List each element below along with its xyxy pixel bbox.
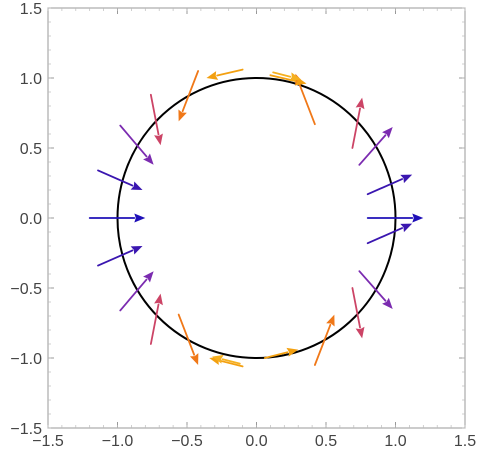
arrow-head <box>382 127 393 139</box>
arrow-head <box>400 174 413 184</box>
arrow-shaft <box>177 313 196 356</box>
arrow-head <box>134 213 146 223</box>
vector-arrow <box>366 174 413 196</box>
vector-arrows <box>88 68 424 368</box>
y-tick-label: 0.5 <box>20 141 42 158</box>
arrow-head <box>154 293 163 306</box>
arrow-shaft <box>263 351 289 359</box>
arrow-head <box>178 109 187 122</box>
y-tick-label: 1.5 <box>20 1 42 18</box>
y-tick-label: −1.0 <box>10 351 42 368</box>
circle-curve <box>116 77 397 359</box>
arrow-head <box>382 297 393 309</box>
arrow-head <box>212 354 224 364</box>
vector-arrow <box>212 354 241 365</box>
arrow-shaft <box>272 71 292 78</box>
x-tick-label: −1.5 <box>32 433 64 450</box>
vector-arrow <box>97 246 143 267</box>
arrow-shaft <box>216 68 244 77</box>
arrow-shaft <box>313 323 332 366</box>
vector-arrow <box>366 223 413 245</box>
arrow-shaft <box>219 359 244 368</box>
arrow-shaft <box>97 169 134 187</box>
arrow-shaft <box>351 287 361 329</box>
y-tick-label: −0.5 <box>10 281 42 298</box>
arrow-head <box>400 223 413 233</box>
arrow-shaft <box>351 107 361 149</box>
arrow-head <box>143 271 154 283</box>
vector-arrow <box>272 71 301 82</box>
arrow-shaft <box>97 249 134 267</box>
arrow-head <box>289 72 301 82</box>
x-tick-label: 1.5 <box>454 433 476 450</box>
arrow-head <box>143 153 154 165</box>
vector-arrow <box>119 271 154 312</box>
vector-arrow <box>358 127 393 166</box>
x-tick-label: 0.0 <box>245 433 267 450</box>
arrow-shaft <box>366 178 404 196</box>
arrow-head <box>326 314 335 327</box>
arrow-shaft <box>358 270 387 302</box>
vector-arrow <box>149 93 163 146</box>
vector-arrow <box>313 314 335 366</box>
arrow-shaft <box>119 278 148 312</box>
y-tick-label: 1.0 <box>20 71 42 88</box>
arrow-shaft <box>149 93 160 136</box>
arrow-shaft <box>358 134 387 166</box>
arrow-head <box>412 213 424 223</box>
vector-arrow <box>263 347 299 359</box>
arrow-shaft <box>366 227 404 245</box>
arrow-shaft <box>181 70 200 113</box>
arrow-head <box>130 181 143 190</box>
vector-arrow <box>206 68 244 80</box>
axis-tick-labels: −1.5 −1.0 −0.5 0.0 0.5 1.0 1.5 −1.5 −1.0 −0.5 0.0 0… <box>10 1 476 450</box>
y-tick-label: −1.5 <box>10 421 42 438</box>
vector-arrow <box>149 293 163 345</box>
x-tick-label: 1.0 <box>384 433 406 450</box>
vector-arrow <box>351 287 365 339</box>
axis-ticks <box>47 7 466 429</box>
arrow-shaft <box>221 358 241 365</box>
arrow-shaft <box>149 303 160 345</box>
arrow-head <box>355 326 365 339</box>
vector-arrow <box>119 124 154 165</box>
arrow-head <box>130 246 143 255</box>
vector-arrow <box>366 213 424 223</box>
arrow-shaft <box>119 124 148 158</box>
x-tick-label: −0.5 <box>171 433 203 450</box>
x-tick-label: 0.5 <box>315 433 337 450</box>
vector-arrow <box>97 169 143 190</box>
arrow-head <box>154 133 163 146</box>
arrow-head <box>286 347 299 357</box>
arrow-head <box>355 97 365 110</box>
vector-arrow <box>88 213 146 223</box>
arrow-head <box>189 353 199 365</box>
vector-arrow <box>178 70 200 122</box>
y-tick-label: 0.0 <box>20 211 42 228</box>
vector-arrow <box>358 270 393 309</box>
x-tick-label: −1.0 <box>102 433 134 450</box>
arrow-shaft <box>298 83 316 126</box>
vector-arrow <box>177 313 199 365</box>
arrow-head <box>206 71 219 80</box>
vector-arrow <box>351 97 365 149</box>
